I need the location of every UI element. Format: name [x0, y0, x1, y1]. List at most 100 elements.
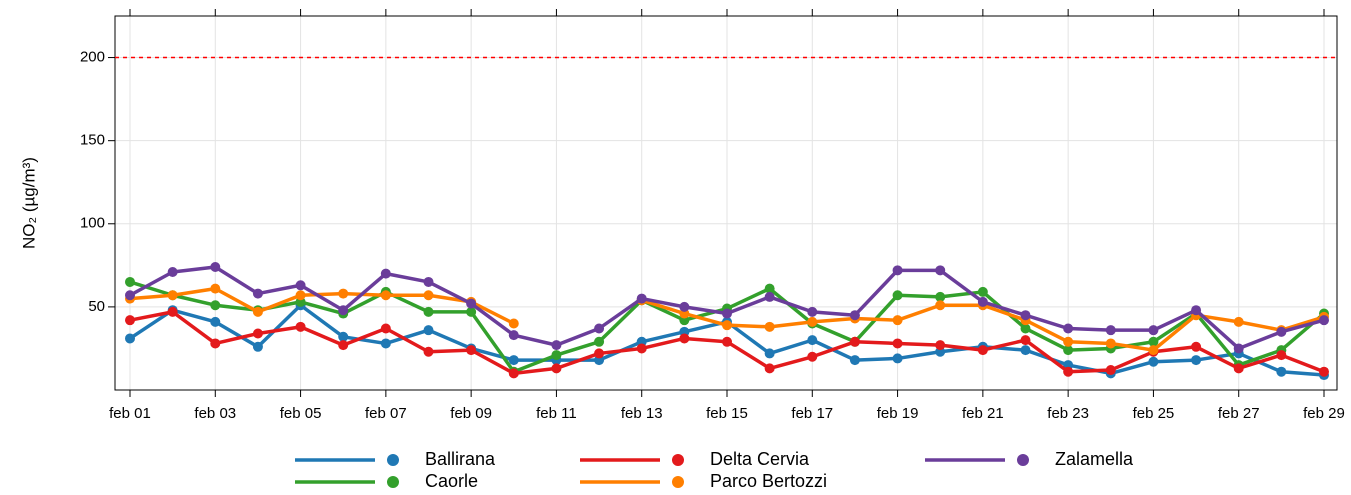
data-point: [295, 321, 306, 332]
data-point: [125, 290, 135, 301]
data-point: [423, 346, 434, 357]
data-point: [935, 300, 946, 311]
data-point: [764, 348, 775, 359]
data-point: [1276, 326, 1287, 337]
data-point: [423, 306, 434, 317]
data-point: [380, 338, 391, 349]
data-point: [594, 348, 605, 359]
x-tick-label: feb 07: [365, 405, 407, 422]
data-point: [508, 355, 519, 366]
data-point: [338, 305, 349, 316]
data-point: [1148, 345, 1159, 356]
data-point: [1020, 345, 1031, 356]
x-tick-label: feb 01: [109, 405, 151, 422]
legend-label: Zalamella: [1055, 449, 1134, 469]
data-point: [423, 276, 434, 287]
y-tick-label: 200: [80, 49, 105, 66]
data-point: [252, 288, 263, 299]
data-point: [764, 283, 775, 294]
y-tick-label: 50: [88, 298, 105, 315]
data-point: [210, 300, 221, 311]
x-tick-label: feb 11: [536, 405, 577, 422]
data-point: [1063, 345, 1074, 356]
data-point: [1276, 366, 1287, 377]
data-point: [892, 338, 903, 349]
data-point: [1105, 338, 1116, 349]
data-point: [125, 276, 135, 287]
data-point: [935, 291, 946, 302]
legend-label: Caorle: [425, 471, 478, 490]
data-point: [849, 355, 860, 366]
data-point: [1191, 355, 1202, 366]
data-point: [252, 328, 263, 339]
data-point: [125, 315, 135, 326]
data-point: [764, 321, 775, 332]
legend-label: Ballirana: [425, 449, 496, 469]
data-point: [1319, 315, 1329, 326]
data-point: [210, 338, 221, 349]
x-tick-label: feb 27: [1218, 405, 1260, 422]
x-tick-label: feb 09: [450, 405, 492, 422]
data-point: [849, 310, 860, 321]
data-point: [1148, 356, 1159, 367]
data-point: [764, 291, 775, 302]
data-point: [380, 323, 391, 334]
data-point: [1319, 366, 1329, 377]
x-tick-label: feb 13: [621, 405, 663, 422]
data-point: [935, 265, 946, 276]
data-point: [679, 301, 690, 312]
data-point: [252, 306, 263, 317]
data-point: [1191, 305, 1202, 316]
data-point: [679, 333, 690, 344]
data-point: [807, 316, 818, 327]
data-point: [338, 340, 349, 351]
x-tick-label: feb 19: [877, 405, 919, 422]
data-point: [1063, 336, 1074, 347]
legend-label: Delta Cervia: [710, 449, 810, 469]
data-point: [551, 340, 562, 351]
data-point: [551, 350, 562, 361]
data-point: [1148, 336, 1159, 347]
data-point: [1105, 365, 1116, 376]
data-point: [1020, 310, 1031, 321]
data-point: [849, 336, 860, 347]
x-tick-label: feb 29: [1303, 405, 1345, 422]
data-point: [508, 330, 519, 341]
data-point: [1020, 323, 1031, 334]
data-point: [764, 363, 775, 374]
data-point: [935, 340, 946, 351]
data-point: [1063, 366, 1074, 377]
data-point: [636, 343, 647, 354]
data-point: [295, 290, 306, 301]
data-point: [594, 323, 605, 334]
data-point: [210, 316, 221, 327]
data-point: [295, 280, 306, 291]
y-tick-label: 150: [80, 132, 105, 149]
data-point: [423, 290, 434, 301]
data-point: [636, 293, 647, 304]
data-point: [210, 261, 221, 272]
x-tick-label: feb 17: [791, 405, 833, 422]
data-point: [167, 290, 178, 301]
data-point: [466, 298, 477, 309]
data-point: [722, 336, 732, 347]
data-point: [210, 283, 221, 294]
y-axis-label: NO₂ (µg/m³): [19, 157, 38, 249]
legend-dot: [672, 476, 684, 488]
data-point: [807, 335, 818, 346]
data-point: [892, 315, 903, 326]
data-point: [380, 290, 391, 301]
data-point: [977, 286, 988, 297]
data-point: [892, 290, 903, 301]
data-point: [1148, 325, 1159, 336]
x-tick-label: feb 25: [1133, 405, 1175, 422]
data-point: [125, 333, 135, 344]
data-point: [1276, 350, 1287, 361]
data-point: [508, 368, 519, 379]
legend-dot: [672, 454, 684, 466]
legend-label: Parco Bertozzi: [710, 471, 827, 490]
data-point: [1233, 343, 1244, 354]
data-point: [1020, 335, 1031, 346]
legend-dot: [387, 476, 399, 488]
